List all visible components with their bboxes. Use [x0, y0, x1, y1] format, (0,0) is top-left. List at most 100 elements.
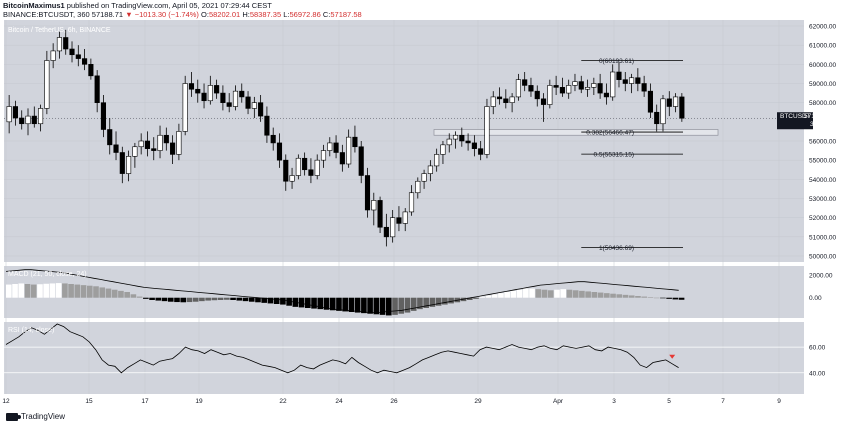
- candle: [427, 160, 433, 182]
- macd-histogram-bar: [354, 297, 361, 313]
- ohlc-o-value: 58202.01: [208, 10, 241, 19]
- candle: [239, 83, 245, 103]
- macd-histogram-bar: [255, 297, 261, 303]
- candle: [182, 75, 188, 136]
- publish-header: BitcoinMaximus1 published on TradingView…: [3, 1, 272, 10]
- candle-body: [163, 134, 169, 144]
- candle-body: [484, 106, 490, 155]
- candle-body: [515, 79, 521, 98]
- macd-histogram-bar: [379, 297, 386, 315]
- candle: [452, 131, 459, 149]
- author-name[interactable]: BitcoinMaximus1: [3, 1, 65, 10]
- candle-body: [12, 106, 18, 119]
- macd-histogram-bar: [448, 297, 454, 304]
- price-axis[interactable]: 62000.00 61000.00 60000.00 59000.00 58000.00…: [809, 24, 836, 378]
- macd-histogram-bar: [18, 283, 25, 298]
- macd-histogram-bar: [329, 297, 336, 311]
- candle-body: [559, 87, 565, 94]
- candle-body: [478, 148, 484, 155]
- candle-body: [566, 85, 572, 94]
- candle-body: [144, 140, 151, 149]
- chart-area[interactable]: 0(60193.61) 0.382(56466.47) 0.5(55315.15) 1…: [0, 20, 850, 410]
- header-change: ▼ −1013.30 (−1.74%): [125, 10, 199, 19]
- candle-body: [654, 111, 660, 125]
- time-tick-label: Apr: [553, 398, 564, 405]
- rsi-pane[interactable]: [4, 322, 804, 394]
- candle: [88, 58, 94, 80]
- candle: [635, 68, 641, 92]
- candle: [616, 62, 622, 88]
- candle: [478, 141, 484, 161]
- ohlc-l-value: 56972.86: [289, 10, 321, 19]
- macd-histogram-bar: [385, 297, 392, 316]
- candle-body: [471, 142, 477, 149]
- candle: [119, 146, 125, 184]
- candle: [289, 167, 295, 189]
- candle-body: [182, 83, 188, 132]
- macd-histogram-bar: [491, 294, 498, 298]
- candle-body: [610, 71, 616, 98]
- macd-histogram-bar: [217, 297, 224, 300]
- candle-body: [528, 85, 534, 92]
- macd-histogram-bar: [298, 297, 305, 308]
- macd-tick-label: 0.00: [809, 295, 822, 302]
- candle-body: [553, 85, 559, 88]
- macd-histogram-bar: [74, 284, 81, 298]
- candle-body: [660, 98, 666, 125]
- time-axis[interactable]: 12 15 17 19 22 24 26 29 Apr 3 5 7 9: [2, 398, 781, 405]
- macd-histogram-bar: [510, 290, 517, 298]
- macd-histogram-bar: [367, 297, 373, 314]
- candle-body: [434, 154, 440, 167]
- candle-body: [465, 140, 471, 144]
- macd-histogram-bar: [672, 297, 679, 300]
- candle: [258, 95, 264, 122]
- candle-body: [597, 83, 603, 94]
- price-tick-label: 54000.00: [809, 177, 836, 184]
- macd-histogram-bar: [479, 296, 486, 298]
- candle: [6, 95, 12, 134]
- candle-body: [132, 146, 138, 157]
- candle: [31, 106, 37, 128]
- candle-body: [214, 85, 220, 94]
- price-tick-label: 50000.00: [809, 254, 836, 261]
- candle: [308, 158, 314, 184]
- candle: [245, 91, 251, 115]
- candle: [566, 79, 572, 99]
- macd-histogram-bar: [118, 290, 124, 298]
- macd-histogram-bar: [572, 290, 579, 298]
- candle: [446, 133, 452, 153]
- candle: [465, 133, 471, 151]
- candle: [666, 91, 672, 117]
- candle: [528, 77, 534, 97]
- macd-histogram-bar: [554, 289, 560, 298]
- candle-body: [38, 108, 44, 125]
- candle: [371, 192, 377, 226]
- candle: [25, 108, 31, 136]
- macd-histogram-bar: [192, 297, 199, 302]
- rsi-divergence-marker: [669, 354, 676, 359]
- candle-body: [69, 48, 75, 56]
- candle: [56, 31, 63, 59]
- candle-body: [628, 77, 635, 84]
- candle-body: [314, 159, 320, 176]
- candle-body: [616, 71, 622, 80]
- macd-histogram-bar: [616, 294, 623, 298]
- rsi-label: RSI (14, close): [8, 327, 54, 334]
- candle: [126, 150, 132, 182]
- macd-histogram-bar: [261, 297, 268, 303]
- candle-body: [408, 192, 415, 213]
- price-tick-label: 56000.00: [809, 139, 836, 146]
- candle: [484, 98, 490, 159]
- time-tick-label: 3: [612, 398, 616, 405]
- macd-histogram-bar: [628, 295, 635, 298]
- macd-histogram-bar: [186, 297, 193, 303]
- last-price-value: 57187.58: [804, 113, 831, 120]
- macd-histogram-bar: [473, 297, 479, 299]
- fib-level-label: 1(50436.69): [599, 245, 634, 252]
- candle-body: [264, 115, 270, 136]
- macd-histogram-bar: [597, 292, 604, 298]
- time-tick-label: 22: [279, 398, 287, 405]
- tradingview-footer[interactable]: TradingView: [6, 412, 65, 421]
- price-tick-label: 55000.00: [809, 158, 836, 165]
- candle-body: [641, 83, 647, 92]
